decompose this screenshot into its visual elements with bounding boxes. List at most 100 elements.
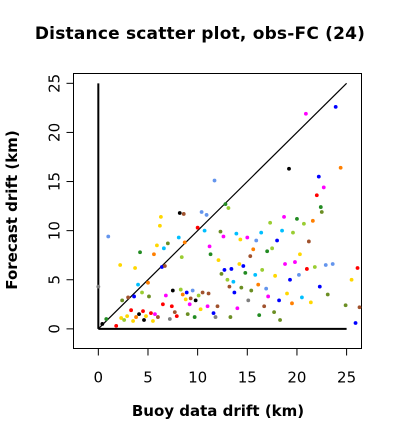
data-point [273, 273, 277, 278]
data-point [272, 310, 277, 315]
data-point [306, 239, 311, 244]
x-tick-label: 10 [188, 369, 207, 387]
data-point [260, 268, 265, 272]
data-point [254, 238, 259, 243]
data-point [265, 249, 270, 254]
data-point [149, 311, 153, 316]
data-point [222, 268, 227, 272]
data-point [229, 267, 234, 271]
y-tick-label: 25 [46, 74, 64, 93]
data-point [338, 165, 343, 170]
data-point [349, 277, 354, 282]
data-point [213, 315, 218, 319]
data-point [237, 262, 242, 266]
data-point [141, 309, 145, 314]
data-point [183, 297, 188, 302]
data-point [206, 291, 211, 296]
data-point [268, 220, 273, 225]
data-point [202, 228, 207, 233]
data-point [161, 246, 166, 251]
data-point [188, 296, 193, 301]
data-point [180, 292, 185, 297]
y-axis: 0 5 10 15 20 25 [46, 74, 74, 334]
data-point [137, 312, 141, 317]
data-point [212, 178, 217, 183]
data-point [259, 230, 264, 235]
data-point [96, 284, 101, 289]
data-point [179, 255, 184, 260]
data-point [264, 286, 269, 291]
data-point [190, 288, 195, 293]
data-point [177, 211, 182, 215]
data-point [270, 246, 275, 251]
data-point [122, 318, 127, 322]
data-point [169, 304, 174, 309]
data-point [219, 271, 224, 276]
data-point [333, 104, 338, 109]
data-point [357, 305, 362, 310]
data-point [216, 258, 221, 263]
data-point [192, 315, 197, 319]
data-point [196, 293, 201, 298]
data-point [160, 302, 165, 307]
data-point [162, 264, 167, 268]
data-point [226, 206, 231, 210]
data-point [134, 315, 138, 319]
data-point [330, 262, 335, 266]
data-point [312, 265, 317, 269]
data-point [225, 277, 230, 282]
data-point [182, 240, 187, 245]
data-point [257, 313, 262, 318]
data-point [172, 310, 177, 315]
data-points [96, 104, 362, 328]
data-point [187, 302, 192, 307]
data-point [318, 205, 323, 209]
data-point [114, 324, 119, 328]
data-point [256, 282, 261, 287]
data-point [303, 111, 308, 116]
data-point [302, 221, 306, 226]
data-point [283, 262, 287, 266]
x-axis: 0 5 10 15 20 25 [94, 348, 356, 387]
data-point [118, 263, 123, 267]
data-point [238, 237, 243, 242]
data-point [199, 210, 204, 214]
data-point [353, 321, 358, 325]
data-point [207, 244, 212, 249]
data-point [120, 298, 125, 303]
data-point [308, 300, 313, 305]
data-point [228, 315, 233, 319]
data-point [293, 260, 297, 264]
data-point [195, 225, 200, 230]
data-point [147, 294, 151, 299]
data-point [140, 290, 144, 295]
data-point [200, 290, 205, 295]
data-point [314, 193, 319, 198]
data-point [249, 288, 254, 293]
data-point [167, 317, 172, 321]
data-point [156, 315, 160, 319]
data-point [241, 264, 246, 268]
data-point [152, 252, 156, 257]
data-point [288, 277, 292, 282]
data-point [280, 228, 284, 233]
data-point [184, 290, 189, 295]
data-point [178, 287, 183, 292]
data-point [119, 316, 124, 320]
data-point [106, 234, 111, 239]
data-point [165, 241, 170, 246]
data-point [227, 284, 232, 289]
y-tick-label: 15 [46, 172, 64, 191]
chart-title: Distance scatter plot, obs-FC (24) [34, 24, 366, 44]
data-point [204, 213, 209, 217]
data-point [282, 214, 286, 219]
data-point [231, 279, 236, 284]
data-point [146, 280, 150, 285]
data-point [321, 185, 326, 190]
data-point [300, 295, 304, 300]
data-point [153, 312, 157, 317]
data-point [151, 319, 155, 323]
data-point [136, 282, 140, 287]
data-point [129, 308, 134, 313]
data-point [221, 234, 226, 239]
